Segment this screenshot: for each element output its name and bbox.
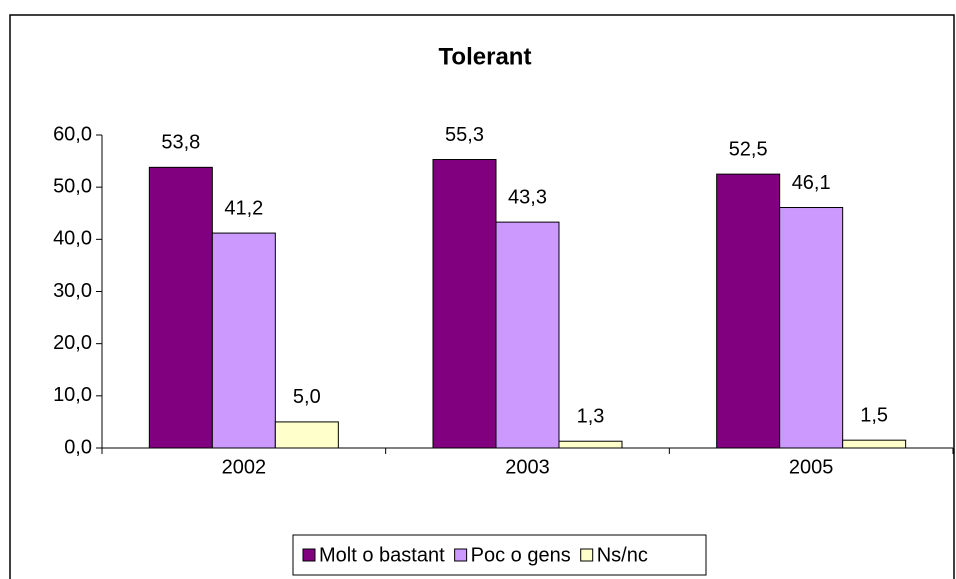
legend-label: Ns/nc — [597, 544, 648, 566]
value-label: 55,3 — [445, 124, 484, 146]
bar — [432, 159, 497, 449]
value-label: 46,1 — [792, 172, 831, 194]
bar — [779, 207, 844, 449]
y-tick-label: 30,0 — [53, 280, 92, 302]
y-tick-label: 10,0 — [53, 384, 92, 406]
x-tick-label: 2005 — [789, 456, 834, 478]
value-label: 5,0 — [293, 386, 321, 408]
bar — [842, 439, 907, 449]
value-label: 1,3 — [577, 405, 605, 427]
legend-label: Molt o bastant — [319, 544, 445, 566]
y-tick-label: 60,0 — [53, 123, 92, 145]
bar — [716, 173, 781, 449]
bar — [274, 421, 339, 449]
legend-label: Poc o gens — [471, 544, 571, 566]
legend-swatch — [454, 548, 468, 562]
legend-swatch — [580, 548, 594, 562]
y-tick-label: 0,0 — [64, 436, 92, 458]
value-label: 1,5 — [860, 404, 888, 426]
y-tick-label: 20,0 — [53, 332, 92, 354]
y-tick-label: 50,0 — [53, 175, 92, 197]
bar — [211, 232, 276, 449]
chart-title: Tolerant — [439, 43, 532, 70]
value-label: 53,8 — [161, 132, 200, 154]
value-label: 43,3 — [508, 186, 547, 208]
legend-box — [292, 534, 707, 576]
x-tick-label: 2002 — [222, 456, 267, 478]
bar — [558, 440, 623, 449]
bar — [148, 166, 213, 449]
value-label: 52,5 — [729, 138, 768, 160]
legend-swatch — [302, 548, 316, 562]
value-label: 41,2 — [224, 197, 263, 219]
y-tick-label: 40,0 — [53, 228, 92, 250]
bar — [495, 221, 560, 449]
x-tick-label: 2003 — [505, 456, 550, 478]
